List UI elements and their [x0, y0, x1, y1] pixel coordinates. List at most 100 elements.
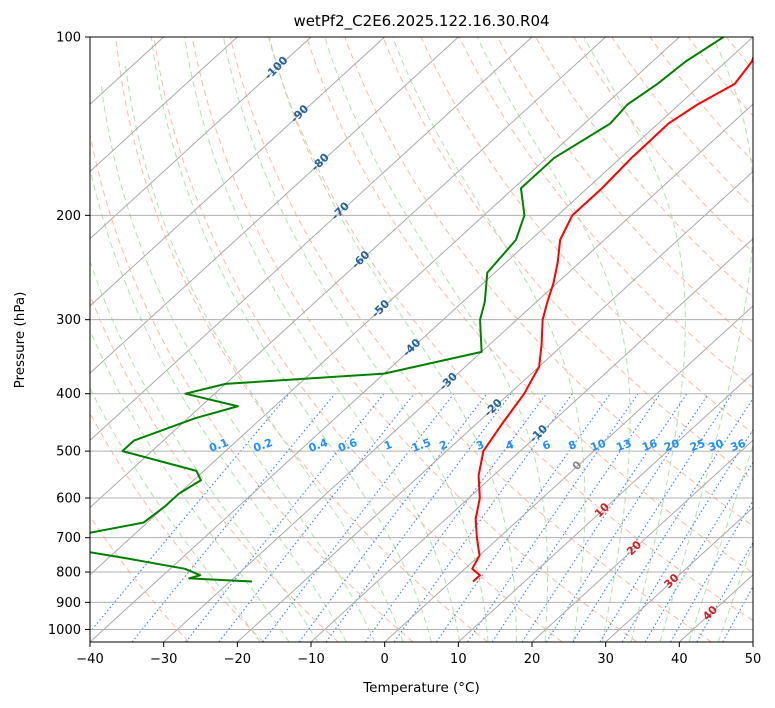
isotherm-line [236, 170, 753, 642]
moist-adiabat-line [324, 37, 549, 642]
moist-adiabat-line [583, 37, 686, 642]
mixing-ratio-line [644, 461, 753, 642]
mixing-ratio-label: 0.4 [307, 436, 330, 455]
mixing-ratio-line [521, 393, 688, 642]
mixing-ratio-line [599, 397, 753, 642]
moist-adiabat-line [476, 37, 631, 642]
moist-adiabat-line [90, 259, 319, 642]
isotherm-line [90, 37, 312, 240]
isotherm-line [457, 372, 753, 642]
mixing-ratio-label: 13 [614, 437, 633, 454]
moist-adiabat-line [268, 37, 517, 642]
isotherm-line [90, 37, 607, 509]
plot-area: -100-90-80-70-60-50-40-30-20-10010203040… [90, 37, 753, 642]
mixing-ratio-line [670, 499, 753, 642]
y-tick-label: 1000 [48, 623, 81, 638]
mixing-ratio-line [90, 393, 290, 633]
skewed-isotherms [90, 37, 753, 642]
mixing-ratio-label: 3 [474, 438, 486, 453]
isotherm-line [90, 37, 459, 374]
x-tick-label: 50 [745, 652, 762, 667]
isotherm-line [163, 103, 753, 642]
mixing-ratio-label: 10 [589, 437, 608, 455]
y-tick-label: 900 [56, 596, 81, 611]
dry-adiabat-line [90, 412, 264, 642]
moist-adiabat-line [688, 443, 753, 642]
x-tick-label: 0 [381, 652, 389, 667]
plot-frame [89, 36, 754, 643]
mixing-ratio-lines [90, 393, 753, 642]
mixing-ratio-line [572, 393, 733, 642]
moist-adiabat-line [659, 37, 753, 642]
mixing-ratio-label: 4 [504, 438, 516, 453]
y-axis-title: Pressure (hPa) [12, 292, 28, 389]
mixing-ratio-label: 25 [688, 437, 707, 454]
mixing-ratio-line [364, 393, 547, 642]
isotherm-line [531, 439, 753, 642]
moist-adiabat-line [90, 386, 261, 642]
moist-adiabat-line [124, 61, 404, 642]
y-tick-label: 800 [56, 566, 81, 581]
y-tick-label: 400 [56, 387, 81, 402]
x-tick-label: −10 [297, 652, 324, 667]
dry-adiabat-line [382, 37, 753, 481]
y-tick-label: 500 [56, 445, 81, 460]
mixing-ratio-label: 1.5 [410, 436, 433, 455]
moist-adiabats [90, 37, 753, 642]
dry-adiabat-line [153, 37, 563, 642]
moist-adiabat-line [222, 37, 489, 642]
dry-adiabat-line [420, 37, 753, 435]
y-tick-label: 200 [56, 209, 81, 224]
mixing-ratio-label: 0.1 [207, 436, 230, 455]
mixing-ratio-label: 16 [640, 437, 659, 455]
x-axis: −40 −30 −20 −10 0 10 20 30 40 50 [76, 642, 761, 667]
mixing-ratio-line [185, 393, 385, 642]
mixing-ratio-label: 0.6 [336, 436, 359, 455]
dewpoint-profile-line [90, 37, 725, 583]
x-tick-label: −30 [150, 652, 177, 667]
mixing-ratio-line [325, 393, 512, 642]
mixing-ratio-label: 36 [729, 437, 748, 455]
isotherm-line [90, 37, 680, 576]
isotherm-line [605, 506, 753, 642]
y-axis: 100 200 300 400 500 600 700 800 900 1000 [48, 31, 90, 638]
chart-title: wetPf2_C2E6.2025.122.16.30.R04 [293, 12, 549, 31]
mixing-ratio-line [298, 393, 488, 642]
isotherm-line [90, 37, 533, 442]
mixing-ratio-line [621, 428, 753, 642]
moist-adiabat-line [150, 37, 432, 642]
isotherm-line [90, 37, 753, 642]
dry-adiabat-line [229, 37, 712, 642]
x-tick-label: 40 [671, 652, 688, 667]
temperature-profile-line [471, 55, 753, 583]
sounding-series [90, 37, 753, 583]
isotherm-line [310, 237, 753, 642]
mixing-ratio-label: 30 [707, 437, 726, 455]
y-tick-label: 300 [56, 313, 81, 328]
y-tick-label: 600 [56, 492, 81, 507]
mixing-ratio-line [393, 393, 573, 642]
x-tick-label: −20 [224, 652, 251, 667]
pressure-gridlines [90, 37, 753, 630]
x-axis-title: Temperature (°C) [362, 680, 480, 696]
dry-adiabat-line [458, 37, 753, 389]
x-tick-label: 20 [524, 652, 541, 667]
dry-adiabat-line [90, 131, 414, 642]
mixing-ratio-label: 1 [382, 438, 394, 453]
x-tick-label: 10 [450, 652, 467, 667]
dry-adiabat-line [306, 37, 753, 574]
moist-adiabat-line [717, 542, 753, 642]
y-tick-label: 100 [56, 31, 81, 46]
x-tick-label: −40 [76, 652, 103, 667]
isotherm-line [384, 305, 753, 642]
mixing-ratio-label: 0.2 [252, 436, 275, 455]
moist-adiabat-line [184, 37, 461, 642]
moist-adiabat-line [100, 83, 376, 642]
mixing-ratio-line [131, 393, 336, 642]
isotherm-line [90, 37, 386, 307]
mixing-ratio-line [696, 541, 753, 642]
dry-adiabat-line [344, 37, 753, 527]
mixing-ratio-label: 2 [438, 438, 450, 453]
mixing-ratio-line [545, 393, 709, 642]
